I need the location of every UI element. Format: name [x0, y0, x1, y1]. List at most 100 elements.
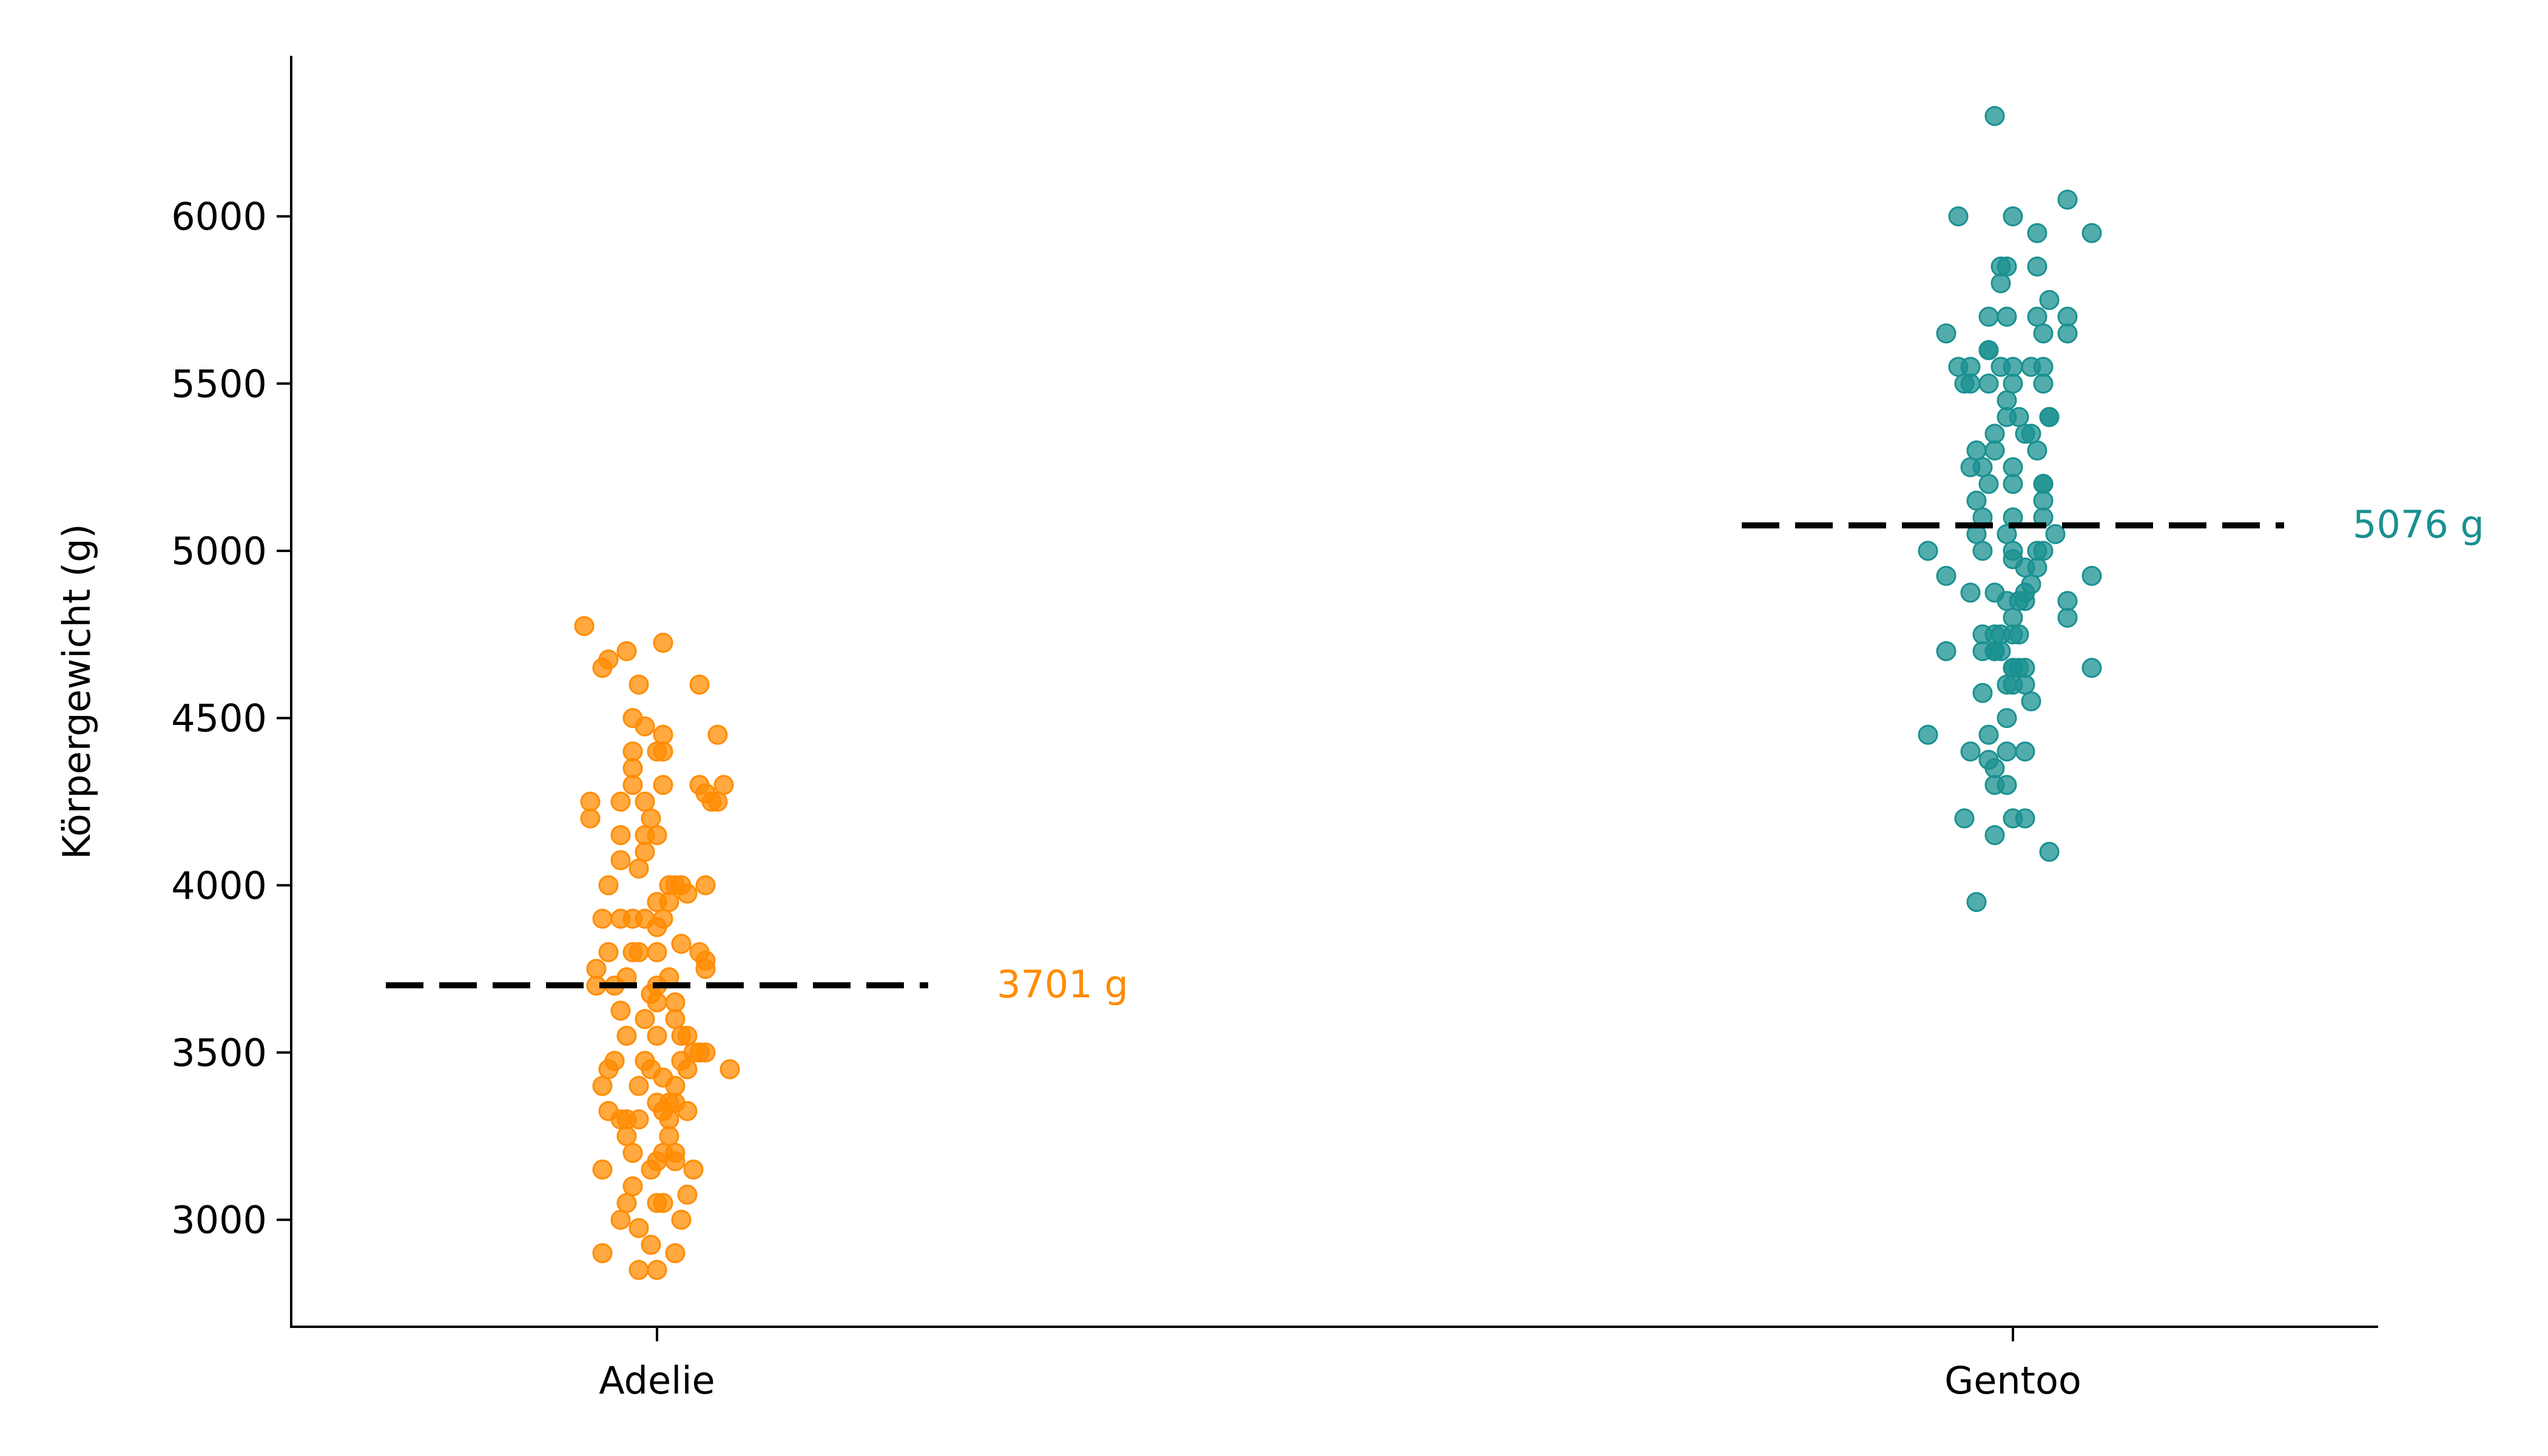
y-ticks: 3000 3500 4000 4500 5000 5500 6000 — [171, 195, 291, 1242]
data-point-adelie — [629, 858, 649, 879]
data-point-adelie — [610, 1210, 631, 1230]
data-point-gentoo — [1997, 741, 2017, 762]
data-point-adelie — [653, 741, 673, 762]
data-point-adelie — [635, 716, 655, 736]
data-point-gentoo — [2027, 306, 2048, 327]
data-point-adelie — [720, 1059, 740, 1079]
data-point-adelie — [647, 992, 667, 1013]
data-point-gentoo — [1960, 357, 1981, 377]
data-point-gentoo — [2021, 423, 2041, 444]
data-point-adelie — [677, 1025, 698, 1046]
data-point-gentoo — [2057, 323, 2078, 344]
data-point-gentoo — [2015, 741, 2035, 762]
data-point-adelie — [629, 674, 649, 695]
data-point-adelie — [671, 1210, 692, 1230]
data-point-adelie — [677, 1059, 698, 1079]
data-point-adelie — [635, 825, 655, 846]
data-point-gentoo — [2033, 373, 2054, 394]
data-point-gentoo — [2027, 256, 2048, 277]
data-point-gentoo — [1984, 825, 2005, 846]
data-point-gentoo — [1918, 541, 1938, 561]
data-point-adelie — [586, 959, 607, 979]
mean-label-gentoo: 5076 g — [2353, 502, 2484, 547]
data-point-gentoo — [2003, 373, 2023, 394]
data-point-gentoo — [2033, 357, 2054, 377]
data-point-adelie — [635, 841, 655, 862]
x-ticks: Adelie Gentoo — [599, 1327, 2081, 1403]
data-point-gentoo — [2003, 457, 2023, 477]
data-point-gentoo — [2033, 541, 2054, 561]
data-point-adelie — [629, 1218, 649, 1238]
data-point-adelie — [695, 875, 716, 895]
data-point-gentoo — [1978, 306, 1999, 327]
data-point-adelie — [677, 883, 698, 904]
data-point-gentoo — [2057, 591, 2078, 612]
data-point-gentoo — [1997, 406, 2017, 427]
data-point-adelie — [610, 791, 631, 812]
x-tick-label: Gentoo — [1944, 1358, 2081, 1403]
data-point-gentoo — [1960, 373, 1981, 394]
data-point-gentoo — [1936, 323, 1956, 344]
data-point-gentoo — [2015, 591, 2035, 612]
data-point-gentoo — [2081, 223, 2102, 243]
data-point-adelie — [580, 808, 601, 829]
data-point-adelie — [647, 1193, 667, 1213]
data-point-adelie — [622, 1142, 643, 1163]
data-point-gentoo — [1990, 641, 2011, 661]
data-point-adelie — [647, 917, 667, 937]
data-point-gentoo — [2039, 841, 2060, 862]
data-point-adelie — [695, 1042, 716, 1063]
data-point-gentoo — [1966, 490, 1987, 511]
data-point-adelie — [641, 808, 661, 829]
data-point-gentoo — [1997, 775, 2017, 795]
data-point-adelie — [653, 633, 673, 653]
data-point-gentoo — [2009, 658, 2029, 678]
data-point-adelie — [635, 791, 655, 812]
data-point-gentoo — [2027, 223, 2048, 243]
data-point-gentoo — [1997, 591, 2017, 612]
data-point-gentoo — [1984, 440, 2005, 461]
data-point-adelie — [622, 1176, 643, 1196]
data-point-adelie — [653, 775, 673, 795]
data-point-gentoo — [2039, 289, 2060, 310]
data-point-gentoo — [1978, 373, 1999, 394]
data-point-adelie — [616, 1126, 637, 1147]
data-point-gentoo — [1918, 724, 1938, 745]
data-point-gentoo — [1984, 423, 2005, 444]
data-point-gentoo — [1997, 674, 2017, 695]
data-point-gentoo — [2033, 323, 2054, 344]
data-point-adelie — [629, 942, 649, 963]
data-point-gentoo — [1978, 340, 1999, 360]
data-point-gentoo — [1984, 758, 2005, 778]
y-tick-label: 5000 — [171, 529, 267, 573]
data-point-gentoo — [1972, 541, 1993, 561]
data-point-adelie — [647, 1025, 667, 1046]
data-point-adelie — [647, 942, 667, 963]
data-point-gentoo — [2057, 306, 2078, 327]
data-point-gentoo — [2015, 674, 2035, 695]
data-point-gentoo — [2081, 658, 2102, 678]
data-point-adelie — [665, 992, 686, 1013]
data-point-adelie — [610, 825, 631, 846]
data-point-gentoo — [1966, 892, 1987, 912]
data-point-gentoo — [1978, 724, 1999, 745]
data-point-adelie — [622, 741, 643, 762]
data-point-gentoo — [2003, 206, 2023, 227]
data-point-adelie — [616, 641, 637, 661]
data-point-gentoo — [1960, 741, 1981, 762]
data-point-gentoo — [1997, 390, 2017, 411]
data-point-gentoo — [2033, 474, 2054, 494]
data-point-gentoo — [2027, 440, 2048, 461]
data-point-adelie — [592, 1243, 613, 1264]
means-layer: 3701 g 5076 g — [386, 502, 2484, 1006]
data-point-adelie — [629, 1109, 649, 1130]
y-tick-label: 3500 — [171, 1031, 267, 1075]
mean-label-adelie: 3701 g — [997, 962, 1128, 1006]
data-point-adelie — [713, 775, 734, 795]
data-point-gentoo — [1948, 206, 1969, 227]
y-tick-label: 5500 — [171, 362, 267, 406]
data-point-adelie — [592, 658, 613, 678]
y-tick-label: 4500 — [171, 696, 267, 741]
